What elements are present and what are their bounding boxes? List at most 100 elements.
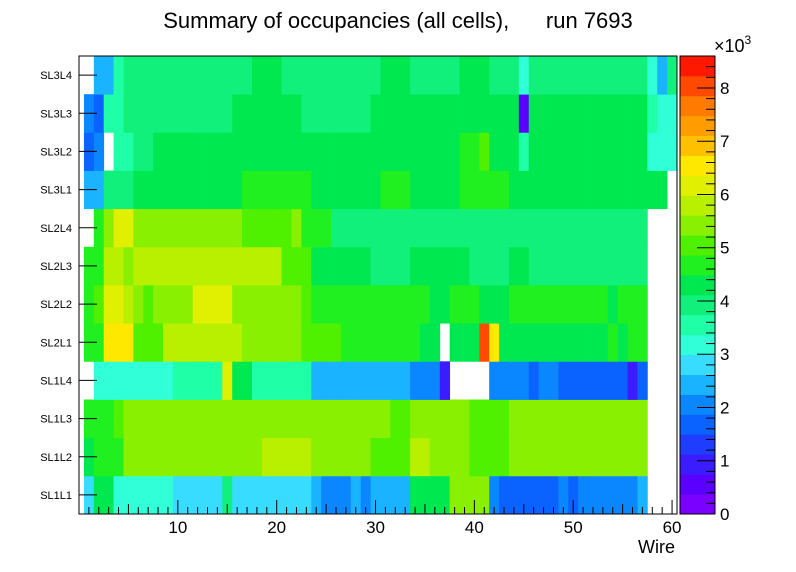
heatmap-cell: [420, 437, 431, 477]
heatmap-cell: [251, 323, 263, 362]
heatmap-cell: [449, 170, 460, 210]
heatmap-cell: [617, 399, 628, 439]
heatmap-cell: [172, 361, 184, 400]
heatmap-cell: [113, 285, 124, 324]
heatmap-cell: [588, 170, 599, 210]
heatmap-cell: [281, 132, 292, 171]
heatmap-cell: [123, 56, 134, 95]
heatmap-cell: [301, 246, 312, 286]
heatmap-cell: [439, 437, 451, 477]
heatmap-cell: [538, 361, 549, 400]
heatmap-cell: [558, 285, 569, 324]
heatmap-cell: [182, 170, 194, 210]
heatmap-cell: [182, 132, 194, 171]
heatmap-cell: [242, 94, 253, 133]
heatmap-cell: [449, 475, 460, 515]
heatmap-cell: [568, 208, 579, 248]
heatmap-cell: [597, 56, 609, 95]
heatmap-cell: [271, 208, 283, 248]
heatmap-cell: [518, 56, 530, 95]
heatmap-cell: [429, 323, 441, 362]
heatmap-cell: [390, 399, 401, 439]
heatmap-cell: [380, 399, 391, 439]
heatmap-cell: [113, 246, 124, 286]
heatmap-cell: [400, 399, 411, 439]
heatmap-cell: [182, 475, 194, 515]
heatmap-cell: [281, 56, 292, 95]
heatmap-cell: [449, 246, 460, 286]
heatmap-cell: [518, 399, 530, 439]
x-axis-label: Wire: [638, 537, 675, 557]
heatmap-cell: [340, 399, 352, 439]
heatmap-cell: [311, 323, 322, 362]
heatmap-cell: [192, 323, 203, 362]
heatmap-cell: [202, 246, 213, 286]
heatmap-cell: [459, 94, 470, 133]
heatmap-cell: [133, 285, 144, 324]
heatmap-cell: [627, 56, 638, 95]
heatmap-cell: [637, 94, 648, 133]
heatmap-cell: [232, 399, 243, 439]
row-labels: SL1L1 SL1L2 SL1L3 SL1L4 SL2L1 SL2L2 SL2L3 SL2L4…: [40, 70, 97, 502]
heatmap-cell: [133, 361, 144, 400]
heatmap-cell: [578, 399, 589, 439]
color-scale: [680, 56, 715, 515]
heatmap-cell: [103, 323, 114, 362]
heatmap-cell: [182, 285, 194, 324]
heatmap-cell: [528, 437, 540, 477]
heatmap-cell: [261, 399, 273, 439]
heatmap-cell: [548, 246, 559, 286]
heatmap-cell: [489, 94, 500, 133]
heatmap-cell: [400, 361, 411, 400]
heatmap-cell: [143, 170, 154, 210]
heatmap-cell: [93, 437, 105, 477]
heatmap-cell: [113, 94, 124, 133]
heatmap-cell: [479, 208, 490, 248]
heatmap-cell: [350, 323, 362, 362]
heatmap-cell: [350, 437, 362, 477]
heatmap-cell: [261, 361, 273, 400]
heatmap-cell: [518, 323, 530, 362]
heatmap-cell: [350, 285, 362, 324]
heatmap-cell: [429, 246, 441, 286]
heatmap-cell: [568, 285, 579, 324]
heatmap-cell: [242, 132, 253, 171]
heatmap-cell: [528, 361, 540, 400]
heatmap-cell: [222, 399, 233, 439]
colorbar-tick-label: 2: [720, 398, 729, 417]
heatmap-cell: [281, 361, 292, 400]
heatmap-cell: [390, 437, 401, 477]
heatmap-cell: [192, 56, 203, 95]
heatmap-cell: [232, 475, 243, 515]
heatmap-cell: [627, 437, 638, 477]
heatmap-cell: [261, 56, 273, 95]
heatmap-cell: [311, 475, 322, 515]
heatmap-cell: [528, 132, 540, 171]
heatmap-cell: [627, 132, 638, 171]
heatmap-cell: [528, 246, 540, 286]
heatmap-cell: [163, 246, 174, 286]
heatmap-cell: [617, 56, 628, 95]
heatmap-cell: [528, 208, 540, 248]
heatmap-cell: [499, 56, 510, 95]
colorbar-band: [680, 95, 715, 117]
heatmap-cell: [508, 323, 520, 362]
heatmap-cell: [637, 285, 648, 324]
heatmap-cell: [182, 323, 194, 362]
colorbar-band: [680, 334, 715, 356]
heatmap-cell: [301, 208, 312, 248]
heatmap-cell: [489, 170, 500, 210]
heatmap-cell: [410, 285, 421, 324]
heatmap-cell: [232, 246, 243, 286]
heatmap-cell: [192, 132, 203, 171]
heatmap-cell: [380, 475, 391, 515]
heatmap-cell: [153, 170, 164, 210]
heatmap-cell: [261, 475, 273, 515]
heatmap-cell: [607, 285, 619, 324]
row-label: SL3L1: [40, 185, 72, 197]
heatmap-cell: [597, 323, 609, 362]
heatmap-cell: [400, 170, 411, 210]
heatmap-cell: [301, 56, 312, 95]
heatmap-cell: [479, 246, 490, 286]
heatmap-cell: [242, 399, 253, 439]
